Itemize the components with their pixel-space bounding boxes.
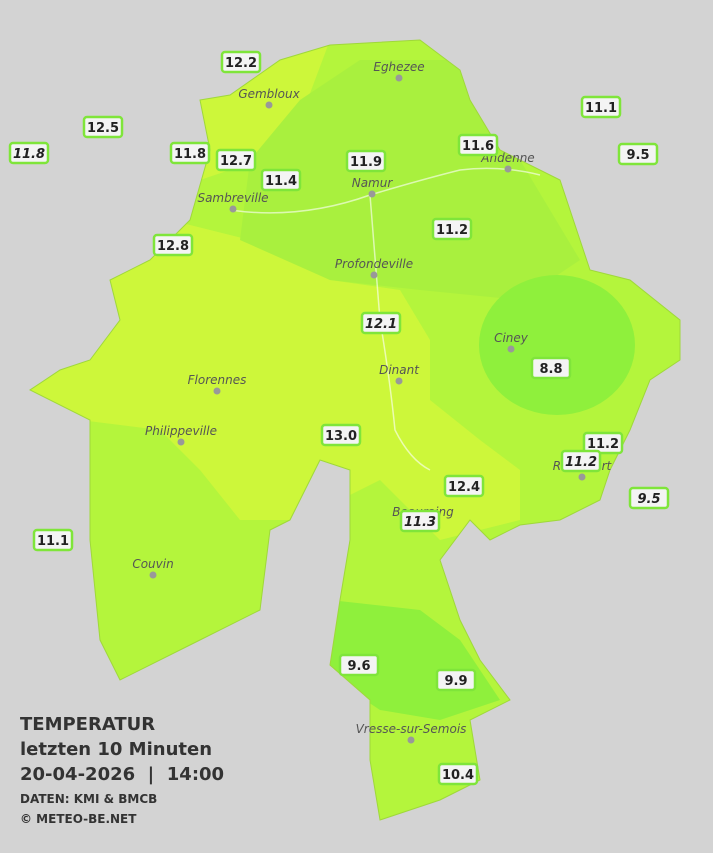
station-box [215,148,257,172]
station-box [345,149,387,173]
town-dot [265,101,273,109]
station-box [628,486,670,510]
town-dot [177,438,185,446]
station-box [82,115,124,139]
station-box [457,133,499,157]
station-box [360,311,402,335]
town-dot [407,736,415,744]
town-label: Namur [352,176,394,190]
station-value: 11.6 [462,139,494,154]
station-value: 9.9 [444,674,467,689]
station-box [443,474,485,498]
station-box [399,509,441,533]
station-box [260,168,302,192]
town-label: Gembloux [238,87,300,101]
station-value: 11.8 [174,147,206,162]
town-dot [507,345,515,353]
town-label: Sambreville [197,191,268,205]
title-line: letzten 10 Minuten [20,739,212,760]
town-label: Eghezee [373,60,424,74]
station-value: 11.8 [13,147,45,162]
station-value: 12.4 [448,480,480,495]
town-dot [370,271,378,279]
station-box [560,449,602,473]
station-box [320,423,362,447]
station-value: 10.4 [442,768,474,783]
station-box [580,95,622,119]
town-dot [395,377,403,385]
station-value: 9.6 [347,659,370,674]
station-value: 9.5 [626,148,649,163]
station-value: 12.8 [157,239,189,254]
station-value: 11.1 [585,101,617,116]
title-line: TEMPERATUR [20,714,155,735]
town-label: Philippeville [145,424,217,438]
town-dot [395,74,403,82]
station-value: 11.4 [265,174,297,189]
station-box [617,142,659,166]
station-value: 12.7 [220,154,252,169]
station-value: 11.2 [565,455,597,470]
town-label: Profondeville [335,257,413,271]
station-box [220,50,262,74]
legend-block: TEMPERATUR letzten 10 Minuten 20-04-2026… [20,714,224,826]
station-value: 11.3 [404,515,436,530]
station-value: 11.2 [436,223,468,238]
station-box [530,356,572,380]
town-dot [504,165,512,173]
station-box [338,653,380,677]
title-line: 20-04-2026 | 14:00 [20,764,224,785]
town-label: Couvin [132,557,173,571]
town-label: Dinant [379,363,420,377]
station-value: 9.5 [637,492,660,507]
station-value: 12.1 [365,317,397,332]
station-value: 8.8 [539,362,562,377]
credit: DATEN: KMI & BMCB [20,792,157,806]
station-box [32,528,74,552]
station-box [152,233,194,257]
town-dot [368,190,376,198]
credit: © METEO-BE.NET [20,812,137,826]
town-dot [149,571,157,579]
station-value: 12.2 [225,56,257,71]
station-value: 13.0 [325,429,357,444]
station-value: 12.5 [87,121,119,136]
town-label: Vresse-sur-Semois [356,722,467,736]
station-box [435,668,477,692]
town-dot [578,473,586,481]
town-label: Florennes [188,373,247,387]
stations: 12.2 12.5 11.8 11.8 12.7 11.4 11.9 11.6 11.1 9.5 1… [8,50,670,786]
station-box [8,141,50,165]
station-box [169,141,211,165]
town-label: Ciney [494,331,529,345]
town-dot [229,205,237,213]
station-box [437,762,479,786]
station-box [431,217,473,241]
towns: EghezeeGemblouxAndenneNamurSambrevillePr… [132,60,613,744]
station-value: 11.9 [350,155,382,170]
station-value: 11.1 [37,534,69,549]
station-value: 11.2 [587,437,619,452]
station-box [582,431,624,455]
town-dot [213,387,221,395]
